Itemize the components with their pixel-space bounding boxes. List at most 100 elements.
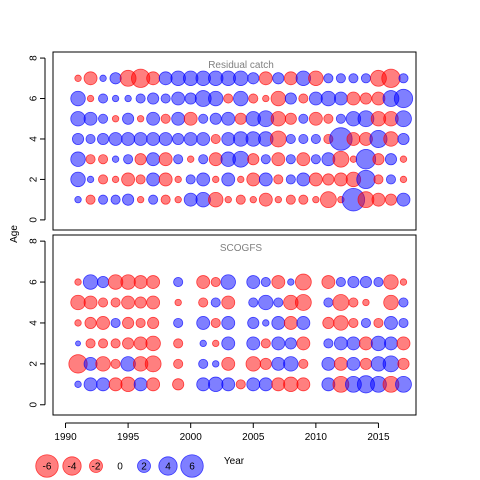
bubble-p2-age2-2006 bbox=[259, 357, 272, 370]
bubble-p2-age1-2005 bbox=[246, 377, 261, 392]
y-tick-label: 2 bbox=[29, 361, 40, 367]
bubble-p1-age7-2008 bbox=[283, 71, 298, 86]
panel-title-2: SCOGFS bbox=[220, 243, 263, 254]
bubble-p1-age4-2007 bbox=[269, 130, 287, 148]
bubble-p2-age6-1997 bbox=[146, 275, 161, 289]
bubble-p1-age2-1999 bbox=[174, 175, 182, 184]
bubble-p1-age6-1996 bbox=[135, 93, 146, 104]
legend-bubble bbox=[62, 456, 82, 476]
bubble-p1-age1-1993 bbox=[98, 194, 109, 205]
bubble-p2-age1-1991 bbox=[74, 380, 82, 388]
bubble-p1-age3-2005 bbox=[247, 153, 260, 166]
bubble-p1-age2-1997 bbox=[146, 172, 161, 187]
bubble-p2-age1-2009 bbox=[296, 377, 311, 392]
y-tick-label: 6 bbox=[29, 95, 40, 101]
bubble-p2-age5-1991 bbox=[70, 294, 86, 311]
bubble-p2-age4-2007 bbox=[271, 316, 286, 330]
bubble-p1-age5-2007 bbox=[270, 111, 286, 127]
bubble-p2-age3-1991 bbox=[75, 340, 81, 347]
bubble-p2-age3-2016 bbox=[384, 336, 398, 351]
bubble-p1-age3-2013 bbox=[349, 155, 358, 163]
bubble-p2-age6-2016 bbox=[383, 274, 399, 290]
bubble-p2-age2-1992 bbox=[83, 356, 98, 371]
bubble-p1-age1-2010 bbox=[312, 196, 320, 204]
bubble-p1-age4-1999 bbox=[172, 132, 185, 146]
bubble-p2-age4-2001 bbox=[196, 316, 211, 330]
bubble-p1-age2-2005 bbox=[246, 172, 261, 187]
bubble-p2-age4-2012 bbox=[333, 315, 349, 331]
bubble-p1-age6-2008 bbox=[284, 92, 297, 105]
bubble-p1-age4-2000 bbox=[183, 132, 198, 146]
bubble-p1-age7-2007 bbox=[272, 72, 285, 85]
y-tick-label: 6 bbox=[29, 279, 40, 285]
bubble-p1-age1-1997 bbox=[148, 194, 159, 205]
x-tick-label: 2010 bbox=[305, 432, 328, 443]
bubble-p1-age2-2011 bbox=[322, 173, 335, 186]
bubble-p2-age5-2007 bbox=[273, 297, 284, 308]
bubble-p1-age1-1998 bbox=[160, 194, 171, 205]
x-tick-label: 2015 bbox=[367, 432, 390, 443]
legend-bubble bbox=[158, 456, 178, 476]
bubble-p2-age3-2011 bbox=[323, 338, 334, 349]
bubble-p2-age1-1993 bbox=[96, 377, 110, 392]
bubble-p2-age3-2017 bbox=[396, 336, 411, 351]
bubble-p1-age3-1991 bbox=[70, 151, 86, 167]
bubble-p2-age3-2006 bbox=[260, 338, 271, 349]
bubble-p1-age7-1998 bbox=[158, 71, 173, 86]
bubble-p2-age4-2015 bbox=[373, 317, 384, 328]
bubble-p1-age2-2004 bbox=[237, 175, 245, 184]
bubble-p1-age4-1995 bbox=[121, 132, 136, 146]
bubble-p1-age7-1991 bbox=[74, 74, 82, 82]
bubble-p1-age6-2003 bbox=[223, 93, 234, 104]
bubble-p1-age3-1995 bbox=[123, 154, 134, 165]
bubble-p2-age4-1992 bbox=[84, 316, 97, 329]
bubble-p1-age1-2000 bbox=[183, 192, 198, 207]
bubble-p1-age2-2017 bbox=[399, 175, 408, 184]
bubble-p2-age4-2009 bbox=[296, 316, 311, 330]
bubble-p2-age2-2014 bbox=[359, 357, 372, 370]
bubble-p1-age3-2017 bbox=[399, 155, 408, 163]
bubble-p2-age1-2003 bbox=[221, 377, 236, 392]
bubble-p1-age1-2014 bbox=[357, 191, 375, 209]
bubble-p2-age3-1992 bbox=[85, 338, 96, 349]
legend-label: 6 bbox=[189, 462, 195, 473]
bubble-p2-age1-2002 bbox=[208, 376, 224, 392]
bubble-p1-age5-2002 bbox=[209, 112, 222, 125]
bubble-p1-age6-2007 bbox=[270, 90, 286, 107]
panel-title-1: Residual catch bbox=[208, 60, 274, 71]
bubble-p1-age6-2002 bbox=[208, 90, 224, 107]
legend-label: -6 bbox=[43, 462, 52, 473]
bubble-p2-age4-2014 bbox=[360, 317, 371, 328]
bubble-p1-age6-2010 bbox=[308, 91, 323, 106]
bubble-p1-age2-1992 bbox=[86, 175, 95, 184]
bubble-p1-age6-2017 bbox=[393, 88, 414, 109]
bubble-p1-age1-2007 bbox=[274, 196, 282, 204]
bubble-p2-age6-1996 bbox=[133, 275, 148, 289]
bubble-p1-age6-2014 bbox=[359, 92, 372, 105]
bubble-p1-age5-2017 bbox=[395, 110, 412, 128]
bubble-p2-age4-2017 bbox=[398, 317, 409, 328]
bubble-p2-age1-2007 bbox=[271, 377, 286, 392]
bubble-p1-age6-2011 bbox=[320, 90, 337, 107]
bubble-p2-age6-2001 bbox=[196, 275, 211, 289]
bubble-p1-age2-2007 bbox=[273, 174, 284, 185]
bubble-p2-age1-1996 bbox=[133, 377, 148, 392]
legend-label: 4 bbox=[165, 462, 171, 473]
bubble-p2-age5-2005 bbox=[248, 297, 259, 308]
bubble-p2-age1-1992 bbox=[83, 377, 98, 392]
bubble-p2-age4-1993 bbox=[96, 316, 110, 330]
bubble-p2-age3-2009 bbox=[296, 336, 311, 351]
bubble-p1-age2-2006 bbox=[258, 172, 273, 187]
bubble-p1-age4-1992 bbox=[85, 133, 96, 144]
bubble-p2-age5-1992 bbox=[83, 295, 98, 310]
bubble-p2-age2-1997 bbox=[144, 355, 162, 373]
bubble-p1-age1-2005 bbox=[249, 196, 257, 204]
bubble-p1-age4-2010 bbox=[310, 133, 321, 144]
bubble-p2-age4-1996 bbox=[135, 317, 146, 328]
legend-label: -2 bbox=[92, 462, 101, 473]
bubble-p1-age2-2002 bbox=[212, 175, 220, 184]
bubble-p1-age3-1996 bbox=[134, 153, 147, 166]
bubble-p1-age2-1991 bbox=[70, 171, 86, 188]
bubble-p1-age4-1994 bbox=[108, 132, 123, 146]
x-axis-label: Year bbox=[224, 456, 245, 467]
